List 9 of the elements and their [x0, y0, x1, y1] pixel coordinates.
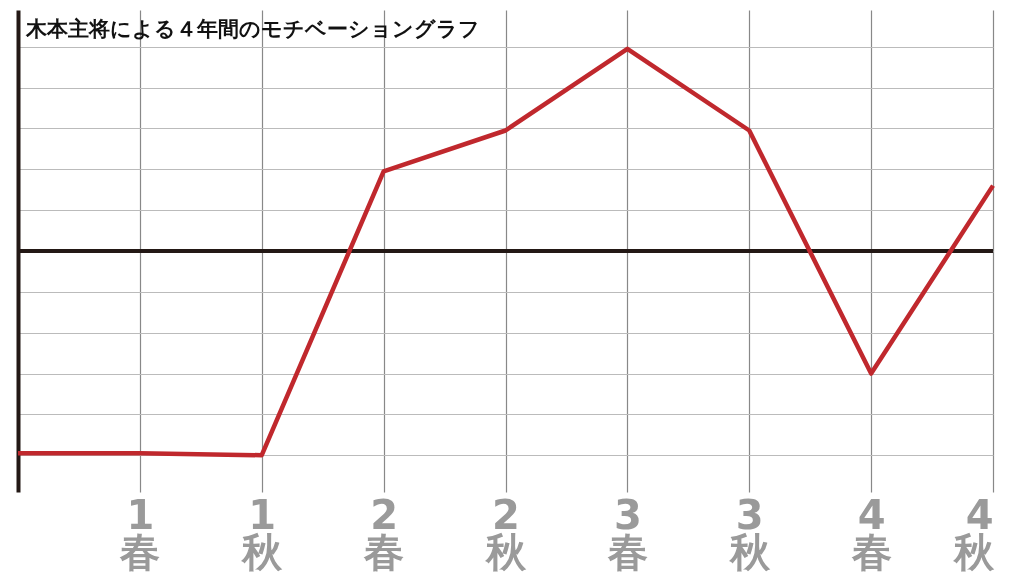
- x-tick-label: 4 秋: [952, 491, 995, 575]
- x-tick-label: 1 秋: [241, 491, 284, 575]
- x-tick-label: 1 春: [119, 491, 161, 575]
- x-tick-label: 3 秋: [728, 491, 771, 575]
- chart-title: 木本主将による４年間のモチベーショングラフ: [24, 17, 480, 41]
- x-tick-label: 2 春: [363, 491, 405, 575]
- x-tick-label: 4 春: [850, 491, 892, 575]
- x-tick-label: 2 秋: [485, 491, 527, 575]
- x-tick-label: 3 春: [606, 491, 648, 575]
